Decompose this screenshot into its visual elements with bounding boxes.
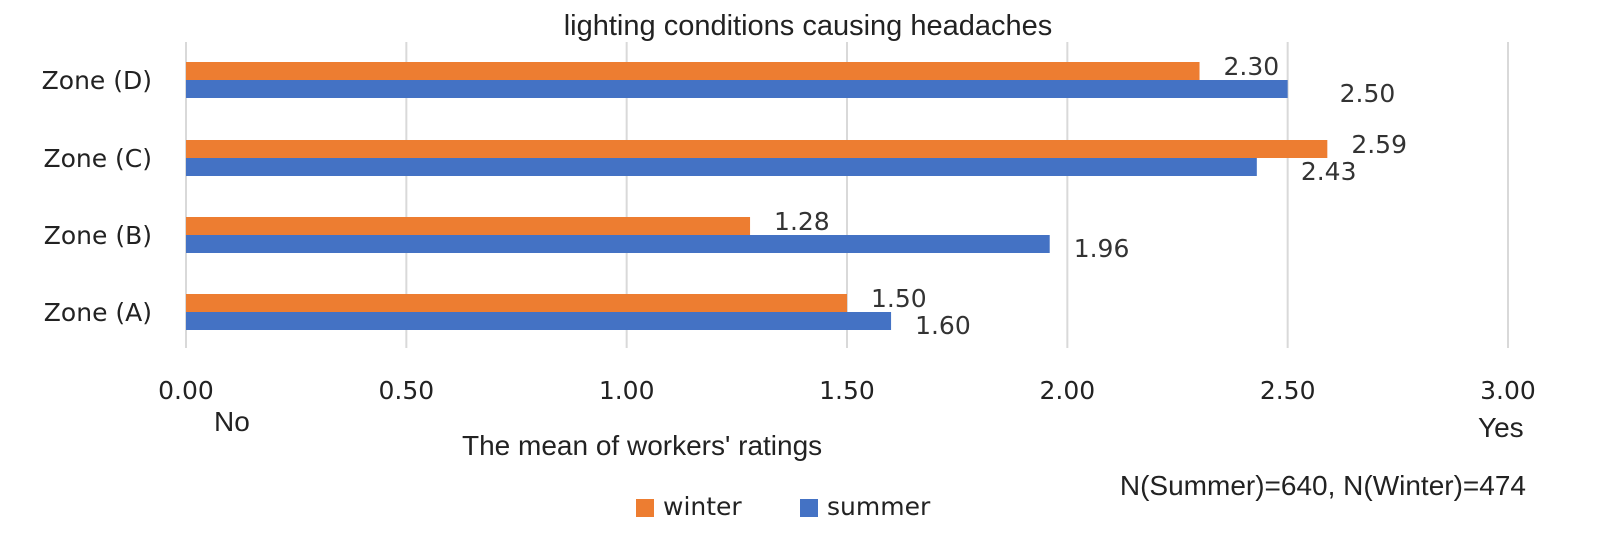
bar-winter <box>186 294 847 312</box>
y-category-label: Zone (A) <box>43 298 152 327</box>
bar-summer <box>186 235 1050 253</box>
x-axis-label: The mean of workers' ratings <box>462 430 823 461</box>
legend-label-winter: winter <box>663 492 742 521</box>
data-label-winter: 1.28 <box>774 207 830 236</box>
x-min-annotation: No <box>214 406 250 437</box>
y-category-label: Zone (B) <box>43 221 152 250</box>
legend-label-summer: summer <box>827 492 931 521</box>
data-label-summer: 2.50 <box>1339 79 1396 108</box>
bar-summer <box>186 312 892 330</box>
x-tick-label: 3.00 <box>1480 376 1536 405</box>
x-tick-label: 0.00 <box>158 376 214 405</box>
data-label-winter: 1.50 <box>871 284 927 313</box>
x-tick-label: 1.00 <box>598 376 655 405</box>
legend-swatch-winter <box>636 499 654 517</box>
y-category-label: Zone (D) <box>41 66 152 95</box>
data-label-summer: 1.60 <box>915 311 971 340</box>
bar-winter <box>186 140 1328 158</box>
x-tick-label: 1.50 <box>819 376 875 405</box>
x-tick-label: 2.00 <box>1039 376 1096 405</box>
sample-size-annotation: N(Summer)=640, N(Winter)=474 <box>1119 470 1526 501</box>
x-max-annotation: Yes <box>1478 412 1524 443</box>
bar-summer <box>186 80 1288 98</box>
y-category-label: Zone (C) <box>43 144 152 173</box>
data-label-winter: 2.30 <box>1223 52 1280 81</box>
legend-swatch-summer <box>800 499 818 517</box>
chart-title: lighting conditions causing headaches <box>563 10 1053 42</box>
x-tick-label: 2.50 <box>1259 376 1316 405</box>
data-label-summer: 1.96 <box>1073 234 1130 263</box>
bar-summer <box>186 158 1257 176</box>
bar-winter <box>186 217 751 235</box>
bar-winter <box>186 62 1200 80</box>
data-label-summer: 2.43 <box>1300 157 1357 186</box>
data-label-winter: 2.59 <box>1351 130 1407 159</box>
x-tick-label: 0.50 <box>378 376 435 405</box>
